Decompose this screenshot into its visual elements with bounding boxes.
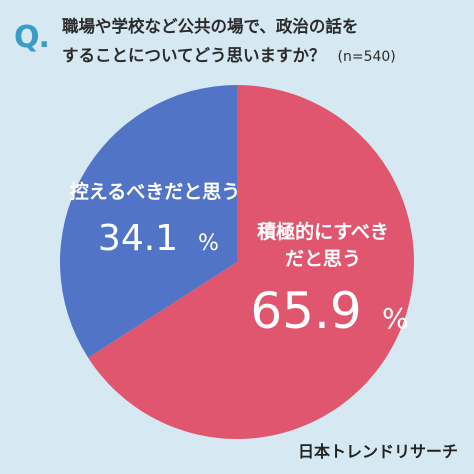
pie-slices xyxy=(60,85,414,440)
brand-logo-text: 日本トレンドリサーチ xyxy=(297,442,458,461)
question-line-2-text: することについてどう思いますか？ xyxy=(62,46,326,65)
active-percent-unit: % xyxy=(382,302,409,335)
pie-slice-active xyxy=(88,85,414,440)
active-category-label-line-2: だと思う xyxy=(285,248,361,270)
slice-label-active: 積極的にすべき だと思う 65.9 % xyxy=(250,220,408,340)
restrain-percent-number: 34.1 xyxy=(98,218,178,259)
question-text: 職場や学校など公共の場で、政治の話を することについてどう思いますか？ (n=54… xyxy=(62,12,467,72)
question-line-1: 職場や学校など公共の場で、政治の話を xyxy=(62,17,359,36)
slice-label-restrain: 控えるべきだと思う 34.1 % xyxy=(70,180,240,259)
pie-slice-restrain xyxy=(60,85,237,358)
restrain-percent-unit: % xyxy=(198,231,219,256)
question-mark-label: Q. xyxy=(14,20,50,55)
sample-size: (n=540) xyxy=(337,49,396,65)
active-percent-number: 65.9 xyxy=(250,282,361,340)
restrain-category-label: 控えるべきだと思う xyxy=(70,180,240,203)
active-category-label-line-1: 積極的にすべき xyxy=(257,220,389,243)
question-line-2: することについてどう思いますか？ (n=540) xyxy=(62,41,467,72)
